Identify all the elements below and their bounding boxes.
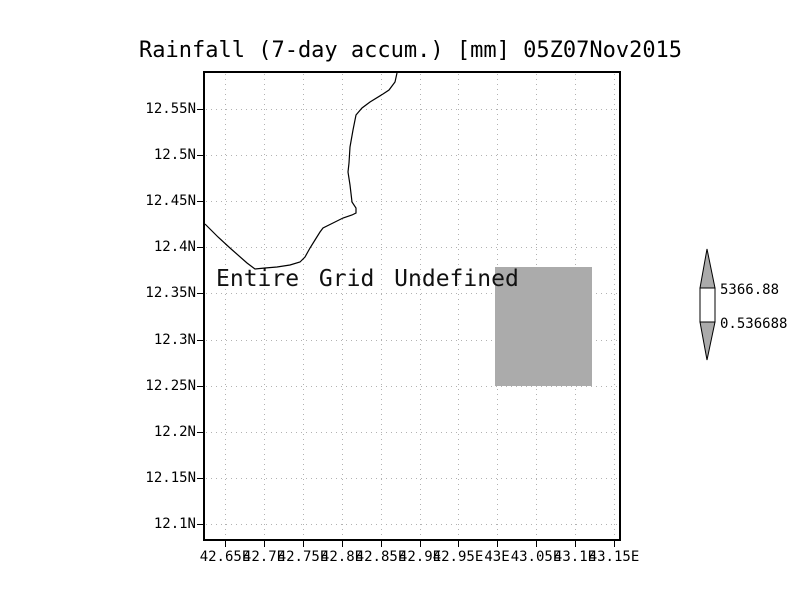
lat-gridline: [206, 432, 618, 433]
colorbar-upper-arrow-icon: [699, 248, 716, 289]
lat-gridline: [206, 109, 618, 110]
lon-tick: [342, 541, 343, 547]
undefined-annotation: Entire Grid Undefined: [216, 266, 519, 292]
lat-tick: [197, 293, 204, 294]
lat-tick-label: 12.15N: [145, 470, 196, 486]
lat-tick: [197, 524, 204, 525]
lat-gridline: [206, 293, 618, 294]
lat-tick-label: 12.55N: [145, 101, 196, 117]
lat-tick: [197, 109, 204, 110]
lon-tick: [264, 541, 265, 547]
plot-title: Rainfall (7-day accum.) [mm] 05Z07Nov201…: [139, 38, 683, 63]
undefined-region-rect: [495, 267, 592, 386]
lon-gridline: [264, 74, 265, 538]
lat-tick: [197, 386, 204, 387]
lon-gridline: [614, 74, 615, 538]
lat-tick: [197, 247, 204, 248]
plot-frame: [203, 71, 621, 541]
lat-tick-label: 12.4N: [153, 239, 196, 255]
lon-tick-label: 42.65E: [199, 549, 251, 565]
lat-tick-label: 12.45N: [145, 193, 196, 209]
lon-gridline: [225, 74, 226, 538]
lat-gridline: [206, 340, 618, 341]
lat-tick: [197, 155, 204, 156]
colorbar: [699, 248, 716, 361]
lat-gridline: [206, 386, 618, 387]
lon-tick-label: 43E: [484, 549, 510, 565]
lon-tick-label: 42.9E: [398, 549, 442, 565]
lon-tick-label: 42.75E: [277, 549, 329, 565]
lat-gridline: [206, 478, 618, 479]
lat-gridline: [206, 247, 618, 248]
lat-tick-label: 12.5N: [153, 147, 196, 163]
lon-tick-label: 42.85E: [355, 549, 407, 565]
lon-tick: [458, 541, 459, 547]
lon-tick: [420, 541, 421, 547]
lat-tick: [197, 201, 204, 202]
lon-gridline: [458, 74, 459, 538]
lat-tick: [197, 432, 204, 433]
lon-gridline: [342, 74, 343, 538]
lon-tick: [381, 541, 382, 547]
lon-tick-label: 42.7E: [242, 549, 286, 565]
lat-tick-label: 12.3N: [153, 332, 196, 348]
lon-tick-label: 43.15E: [588, 549, 640, 565]
lat-tick-label: 12.1N: [153, 516, 196, 532]
lat-tick: [197, 340, 204, 341]
lon-tick: [225, 541, 226, 547]
lon-gridline: [420, 74, 421, 538]
lon-tick: [303, 541, 304, 547]
colorbar-range-box: [699, 287, 716, 323]
lon-gridline: [303, 74, 304, 538]
colorbar-min-label: 0.536688: [720, 316, 788, 332]
lon-tick-label: 42.95E: [432, 549, 484, 565]
lon-tick-label: 43.05E: [510, 549, 562, 565]
lat-tick-label: 12.2N: [153, 424, 196, 440]
lon-tick: [614, 541, 615, 547]
lon-gridline: [381, 74, 382, 538]
lat-tick-label: 12.25N: [145, 378, 196, 394]
colorbar-lower-arrow-icon: [699, 321, 716, 361]
colorbar-max-label: 5366.88: [720, 282, 780, 298]
lon-tick: [536, 541, 537, 547]
lat-gridline: [206, 201, 618, 202]
lat-tick-label: 12.35N: [145, 285, 196, 301]
lat-tick: [197, 478, 204, 479]
lat-gridline: [206, 524, 618, 525]
lon-tick-label: 43.1E: [553, 549, 597, 565]
lon-tick-label: 42.8E: [320, 549, 364, 565]
lon-tick: [575, 541, 576, 547]
lat-gridline: [206, 155, 618, 156]
lon-tick: [497, 541, 498, 547]
